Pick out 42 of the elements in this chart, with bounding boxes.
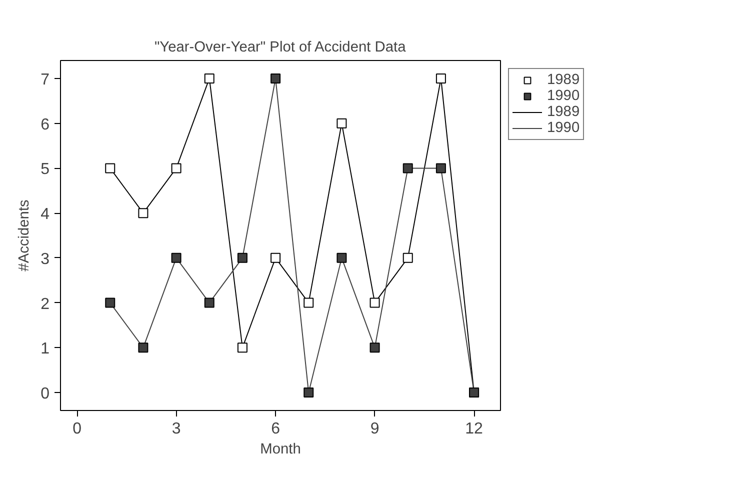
point	[105, 298, 116, 308]
point	[304, 298, 314, 308]
point	[336, 118, 347, 128]
point	[304, 388, 314, 398]
x-tick-label: 9	[370, 420, 380, 438]
point	[402, 163, 413, 174]
point	[237, 342, 248, 353]
y-tick-label: 5	[40, 161, 50, 178]
point	[370, 342, 380, 353]
y-tick-label: 6	[40, 116, 50, 134]
x-axis-title: Month	[260, 442, 301, 458]
x-tick-label: 12	[465, 420, 484, 438]
point	[270, 252, 281, 263]
text: 1990	[547, 120, 580, 136]
point	[237, 252, 248, 263]
legend-label: 1989	[547, 72, 580, 88]
legend-label: 1990	[547, 88, 580, 104]
y-tick-label: 4	[40, 206, 50, 224]
point	[402, 252, 413, 263]
point	[171, 163, 182, 174]
chart-title: "Year-Over-Year" Plot of Accident Data	[154, 40, 407, 56]
point	[270, 73, 281, 84]
text: 1989	[547, 104, 580, 120]
point	[105, 163, 116, 174]
point	[138, 208, 148, 218]
y-tick-label: 7	[40, 71, 50, 88]
point	[204, 298, 214, 308]
y-tick-label: 3	[40, 250, 50, 268]
y-tick-label: 0	[40, 386, 50, 403]
x-tick-label: 3	[172, 420, 181, 438]
point	[138, 342, 148, 353]
point	[204, 73, 214, 84]
x-tick-label: 0	[72, 420, 82, 438]
point	[336, 252, 347, 263]
point	[370, 298, 380, 308]
x-tick-label: 6	[271, 420, 280, 438]
point	[436, 163, 446, 174]
point	[436, 73, 446, 84]
y-tick-label: 2	[40, 296, 50, 313]
y-axis-title: #Accidents	[16, 200, 33, 272]
point	[171, 252, 182, 263]
y-tick-label: 1	[40, 340, 50, 358]
